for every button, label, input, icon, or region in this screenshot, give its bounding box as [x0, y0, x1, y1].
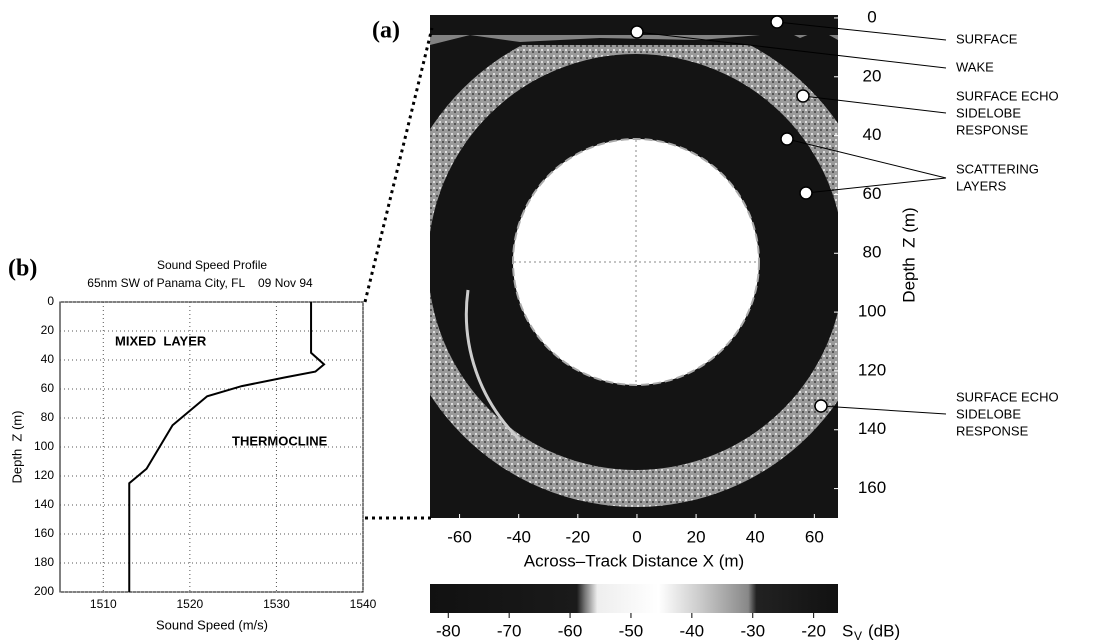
profile-line	[128, 302, 326, 592]
y-tick-label: 0	[867, 7, 876, 26]
x-axis-label: Sound Speed (m/s)	[156, 617, 268, 632]
y-tick-label: 100	[858, 302, 886, 321]
x-tick-label: 1540	[350, 597, 377, 611]
annotation: SIDELOBE	[956, 406, 1021, 421]
x-tick-label: -20	[566, 527, 591, 546]
y-tick-label: 0	[47, 294, 54, 308]
y-tick-label: 20	[41, 323, 55, 337]
y-tick-label: 40	[863, 125, 882, 144]
x-tick-label: 20	[687, 527, 706, 546]
annotation: THERMOCLINE	[232, 433, 328, 448]
colorbar-label-unit: (dB)	[868, 621, 900, 640]
y-tick-label: 20	[863, 66, 882, 85]
annotation: WAKE	[956, 59, 994, 74]
leader-line	[802, 95, 947, 114]
leader-line	[805, 177, 947, 194]
annotation: SIDELOBE	[956, 105, 1021, 120]
x-tick-label: -60	[447, 527, 472, 546]
panel-label: (b)	[8, 256, 37, 282]
x-tick-label: 1510	[90, 597, 117, 611]
y-tick-label: 200	[34, 584, 54, 598]
y-tick-label: 100	[34, 439, 54, 453]
marker	[780, 132, 794, 146]
leader-line	[786, 138, 947, 179]
colorbar-tick-label: -20	[801, 621, 826, 640]
colorbar-tick-label: -50	[619, 621, 644, 640]
y-tick-label: 80	[863, 243, 882, 262]
x-tick-label: 40	[746, 527, 765, 546]
annotation: RESPONSE	[956, 423, 1029, 438]
sonar-image	[430, 15, 838, 518]
marker	[770, 15, 784, 29]
marker	[799, 186, 813, 200]
connector	[363, 27, 434, 303]
colorbar	[430, 584, 838, 613]
panel-label: (a)	[372, 18, 400, 44]
y-tick-label: 60	[863, 184, 882, 203]
y-tick-label: 60	[41, 381, 55, 395]
annotation: SCATTERING	[956, 161, 1039, 176]
colorbar-tick-label: -60	[558, 621, 583, 640]
colorbar-tick-label: -30	[740, 621, 765, 640]
leader-line	[636, 31, 947, 69]
annotation: RESPONSE	[956, 122, 1029, 137]
chart-title: Sound Speed Profile	[157, 258, 267, 272]
y-tick-label: 160	[858, 478, 886, 497]
y-tick-label: 40	[41, 352, 55, 366]
y-tick-label: 160	[34, 526, 54, 540]
colorbar-label-subscript: V	[854, 629, 862, 642]
y-tick-label: 80	[41, 410, 55, 424]
y-tick-label: 120	[34, 468, 54, 482]
marker	[630, 25, 644, 39]
y-tick-label: 120	[858, 360, 886, 379]
x-tick-label: 60	[805, 527, 824, 546]
marker	[814, 399, 828, 413]
annotation: LAYERS	[956, 178, 1007, 193]
y-tick-label: 140	[858, 419, 886, 438]
annotation: SURFACE ECHO	[956, 389, 1059, 404]
annotation: MIXED LAYER	[115, 333, 207, 348]
x-axis-label: Across–Track Distance X (m)	[524, 551, 744, 570]
annotation: SURFACE ECHO	[956, 88, 1059, 103]
leader-line	[776, 21, 947, 41]
marker	[796, 89, 810, 103]
leader-line	[820, 405, 947, 415]
chart-subtitle: 65nm SW of Panama City, FL 09 Nov 94	[87, 276, 313, 290]
colorbar-label: S	[842, 621, 853, 640]
annotation: SURFACE	[956, 31, 1018, 46]
colorbar-tick-label: -80	[436, 621, 461, 640]
y-tick-label: 140	[34, 497, 54, 511]
colorbar-tick-label: -70	[497, 621, 522, 640]
x-tick-label: 0	[632, 527, 641, 546]
y-axis-label: Depth Z (m)	[899, 207, 918, 302]
x-tick-label: -40	[506, 527, 531, 546]
x-tick-label: 1530	[263, 597, 290, 611]
y-tick-label: 180	[34, 555, 54, 569]
y-axis-label: Depth Z (m)	[9, 411, 24, 484]
x-tick-label: 1520	[177, 597, 204, 611]
colorbar-tick-label: -40	[680, 621, 705, 640]
